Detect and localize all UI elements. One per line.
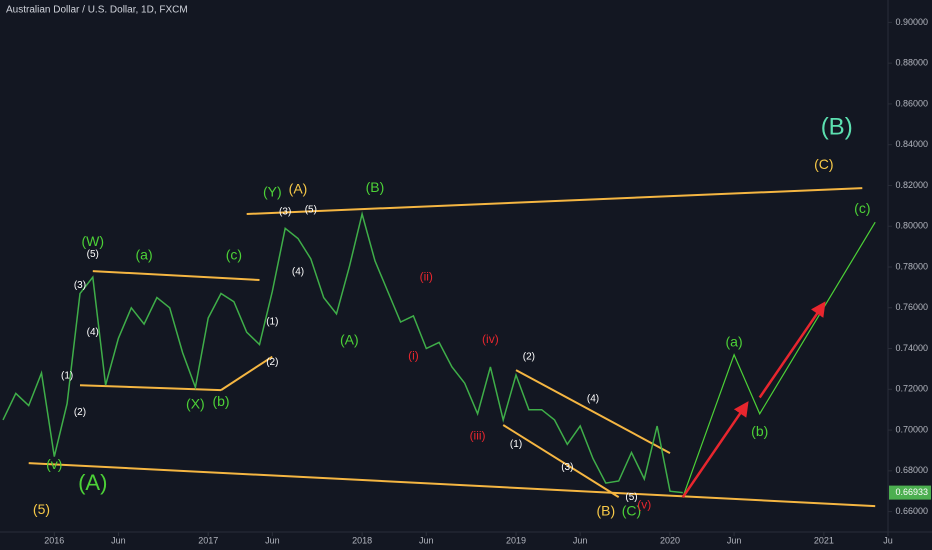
x-tick-label: 2021 xyxy=(814,535,834,545)
wave-label: (ii) xyxy=(420,269,433,283)
wave-label: (v) xyxy=(637,497,651,511)
wave-label: (A) xyxy=(78,470,107,495)
wave-label: (b) xyxy=(212,393,229,409)
x-tick-label: 2020 xyxy=(660,535,680,545)
wave-label: (c) xyxy=(854,200,870,216)
wave-label: (W) xyxy=(82,233,105,249)
wave-label: (3) xyxy=(279,207,291,218)
y-tick-label: 0.90000 xyxy=(895,17,928,27)
wave-label: (iii) xyxy=(470,428,486,442)
projection xyxy=(682,221,876,498)
wave-label: (1) xyxy=(61,371,73,382)
x-tick-label: Jun xyxy=(419,535,434,545)
wave-label: (b) xyxy=(751,423,768,439)
y-tick-label: 0.86000 xyxy=(895,98,928,108)
y-tick-label: 0.72000 xyxy=(895,384,928,394)
wave-label: (5) xyxy=(625,492,637,503)
x-tick-label: 2019 xyxy=(506,535,526,545)
x-tick-label: Ju xyxy=(883,535,893,545)
wave-label: (a) xyxy=(726,334,743,350)
wave-label: (5) xyxy=(87,249,99,260)
wave-label: (v) xyxy=(46,456,62,472)
x-tick-label: 2017 xyxy=(198,535,218,545)
wave-label: (B) xyxy=(366,179,385,195)
y-tick-label: 0.88000 xyxy=(895,58,928,68)
x-tick-label: Jun xyxy=(573,535,588,545)
x-tick-label: Jun xyxy=(111,535,126,545)
projection xyxy=(758,301,826,399)
wave-label: (2) xyxy=(74,407,86,418)
projection xyxy=(681,401,749,499)
wave-label: (c) xyxy=(226,247,242,263)
x-tick-label: 2018 xyxy=(352,535,372,545)
wave-label: (A) xyxy=(289,181,308,197)
y-tick-label: 0.74000 xyxy=(895,343,928,353)
wave-label: (5) xyxy=(305,205,317,216)
y-tick-label: 0.68000 xyxy=(895,465,928,475)
wave-label: (a) xyxy=(136,247,153,263)
y-tick-label: 0.70000 xyxy=(895,424,928,434)
trendline xyxy=(515,369,671,454)
wave-label: (1) xyxy=(510,439,522,450)
price-line xyxy=(2,211,683,494)
x-tick-label: 2016 xyxy=(44,535,64,545)
wave-label: (C) xyxy=(814,156,833,172)
y-tick-label: 0.76000 xyxy=(895,302,928,312)
wave-label: (2) xyxy=(523,352,535,363)
wave-label: (4) xyxy=(292,267,304,278)
wave-label: (2) xyxy=(266,357,278,368)
wave-label: (C) xyxy=(622,503,641,519)
y-tick-label: 0.82000 xyxy=(895,180,928,190)
wave-label: (5) xyxy=(33,501,50,517)
trendline xyxy=(79,384,222,392)
wave-label: (X) xyxy=(186,396,205,412)
wave-label: (3) xyxy=(74,280,86,291)
trendline xyxy=(502,424,620,498)
chart-title: Australian Dollar / U.S. Dollar, 1D, FXC… xyxy=(6,5,188,16)
axes: 0.66000 0.68000 0.70000 0.72000 0.74000 0.760… xyxy=(44,17,931,545)
wave-label: (4) xyxy=(587,394,599,405)
wave-label: (i) xyxy=(408,348,419,362)
wave-label: (A) xyxy=(340,332,359,348)
wave-label: (1) xyxy=(266,317,278,328)
trendline xyxy=(220,355,273,391)
trendline xyxy=(246,187,863,215)
y-tick-label: 0.66000 xyxy=(895,506,928,516)
price-axis xyxy=(888,0,932,550)
wave-label: (B) xyxy=(596,503,615,519)
wave-label: (Y) xyxy=(263,184,282,200)
plot-area: (5) (3) (4) (1) (2) (3) (5) (4) (1) (2) (2) (4) (1) (… xyxy=(2,113,876,519)
wave-label: (iv) xyxy=(482,332,499,346)
last-price-tag xyxy=(889,485,931,500)
x-tick-label: Jun xyxy=(265,535,280,545)
y-tick-label: 0.78000 xyxy=(895,261,928,271)
x-tick-label: Jun xyxy=(727,535,742,545)
wave-label: (4) xyxy=(87,327,99,338)
trendline xyxy=(28,462,876,508)
wave-label: (3) xyxy=(561,462,573,473)
y-tick-label: 0.84000 xyxy=(895,139,928,149)
trendline xyxy=(92,270,260,281)
wave-label: (B) xyxy=(821,113,853,140)
last-price-label: 0.66933 xyxy=(895,487,928,497)
y-tick-label: 0.80000 xyxy=(895,221,928,231)
